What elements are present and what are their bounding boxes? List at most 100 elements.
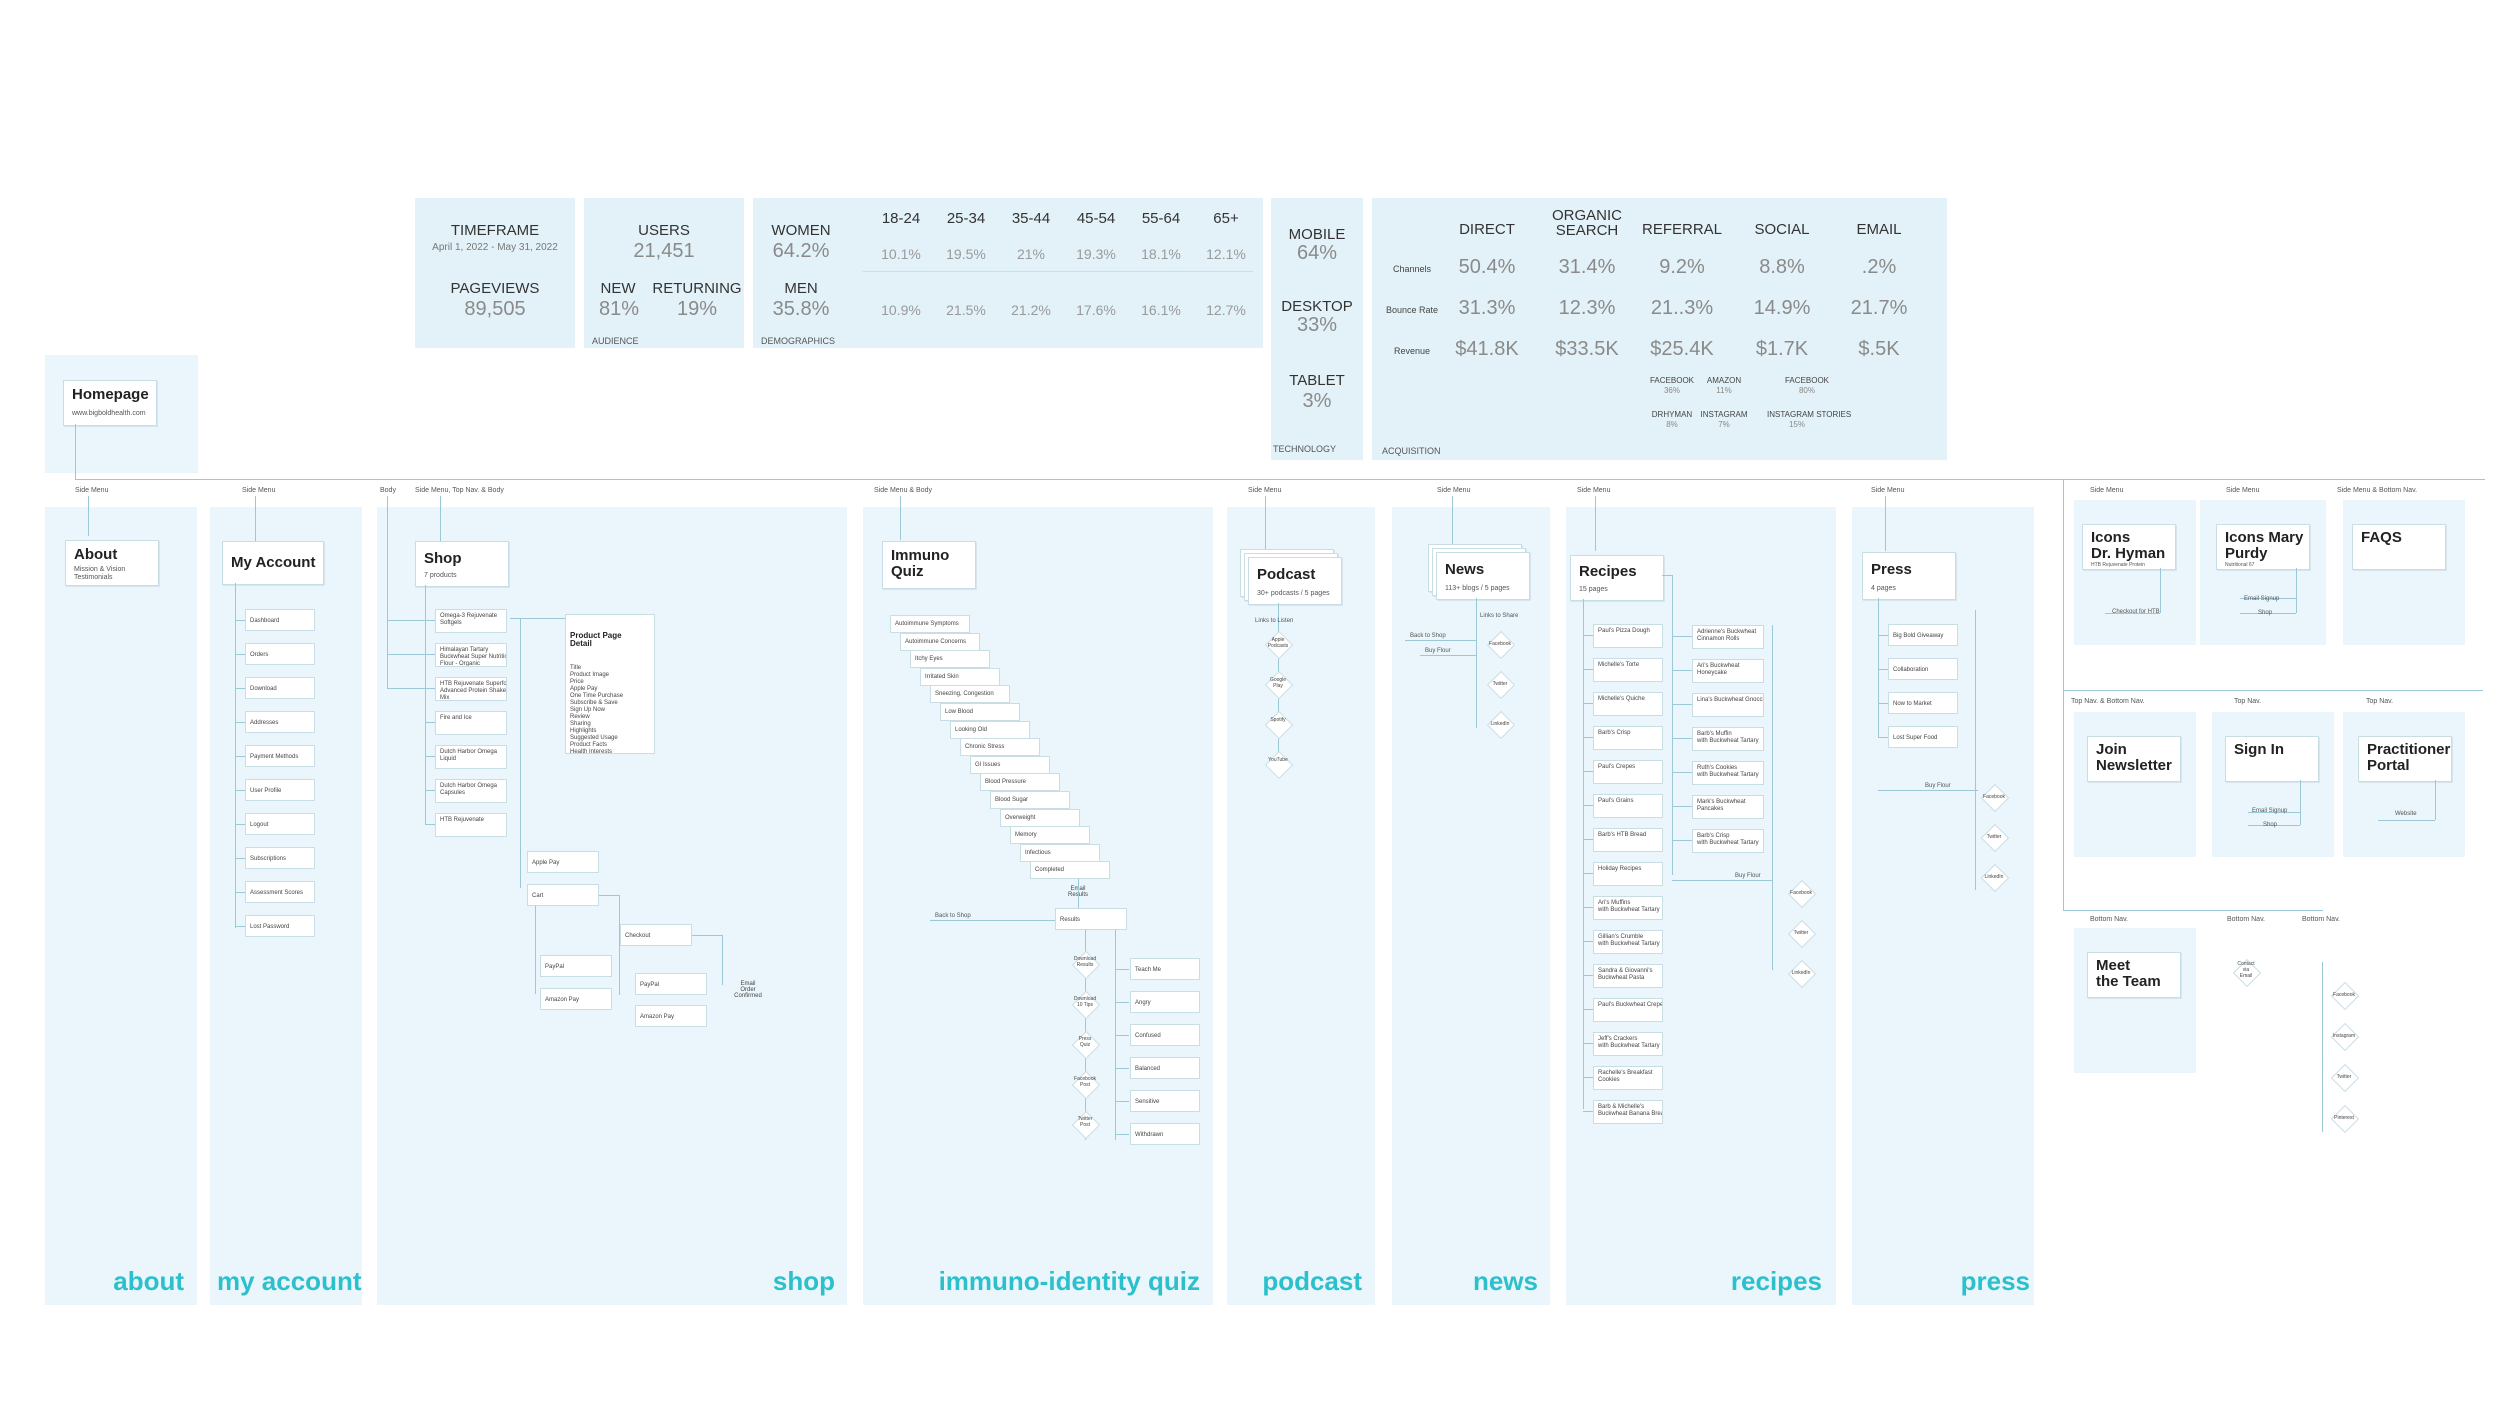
quiz-step[interactable]: Itchy Eyes	[910, 650, 990, 669]
faqs-card[interactable]: FAQS	[2352, 524, 2446, 570]
recipe-item[interactable]: Paul's Grains	[1593, 794, 1663, 818]
paypal-node-2[interactable]: PayPal	[635, 973, 707, 995]
checkout-node[interactable]: Checkout	[620, 924, 692, 946]
quiz-step[interactable]: Memory	[1010, 826, 1090, 845]
team-card[interactable]: Meet the Team	[2087, 952, 2181, 998]
press-item[interactable]: Lost Super Food	[1888, 726, 1958, 748]
account-card[interactable]: My Account	[222, 541, 324, 585]
quiz-step[interactable]: Blood Sugar	[990, 791, 1070, 809]
signin-card[interactable]: Sign In	[2225, 736, 2319, 782]
practitioner-card[interactable]: Practitioner Portal	[2358, 736, 2452, 782]
quiz-card[interactable]: Immuno Quiz	[882, 541, 976, 589]
quiz-step[interactable]: Autoimmune Concerns	[900, 632, 980, 651]
icons-purdy-shop[interactable]: Shop	[2258, 610, 2273, 616]
quiz-mood[interactable]: Withdrawn	[1130, 1123, 1200, 1145]
recipe-item[interactable]: Michelle's Torte	[1593, 658, 1663, 682]
recipe-item[interactable]: Jeff's Crackers with Buckwheat Tartary	[1593, 1032, 1663, 1056]
recipe-item[interactable]: Michelle's Quiche	[1593, 692, 1663, 716]
paypal-node-1[interactable]: PayPal	[540, 955, 612, 977]
shop-product[interactable]: Himalayan Tartary Buckwheat Super Nutrit…	[435, 643, 507, 667]
amazon-node-1[interactable]: Amazon Pay	[540, 988, 612, 1010]
quiz-mood[interactable]: Sensitive	[1130, 1090, 1200, 1112]
account-item[interactable]: Assessment Scores	[245, 881, 315, 903]
order-confirmed-node[interactable]: Email Order Confirmed	[734, 981, 762, 999]
shop-card[interactable]: Shop 7 products	[415, 541, 509, 587]
signin-shop[interactable]: Shop	[2263, 822, 2278, 828]
recipe-item[interactable]: Ari's Muffins with Buckwheat Tartary	[1593, 896, 1663, 920]
icons-hyman-link[interactable]: Checkout for HTB	[2112, 609, 2160, 615]
recipe-item[interactable]: Holiday Recipes	[1593, 862, 1663, 886]
product-detail-card[interactable]: Product Page Detail Title Product Image …	[565, 614, 655, 754]
account-item[interactable]: Dashboard	[245, 609, 315, 631]
recipe-item[interactable]: Adrienne's Buckwheat Cinnamon Rolls	[1692, 625, 1764, 649]
quiz-step[interactable]: Completed	[1030, 861, 1110, 880]
shop-product[interactable]: HTB Rejuvenate Superfood Advanced Protei…	[435, 677, 507, 701]
quiz-step[interactable]: Autoimmune Symptoms	[890, 615, 970, 633]
quiz-mood[interactable]: Angry	[1130, 991, 1200, 1013]
news-card[interactable]: News 113+ blogs / 5 pages	[1436, 552, 1530, 600]
recipe-item[interactable]: Rachelle's Breakfast Cookies	[1593, 1066, 1663, 1090]
account-item[interactable]: Logout	[245, 813, 315, 835]
recipes-card[interactable]: Recipes 15 pages	[1570, 555, 1664, 601]
quiz-step[interactable]: Overweight	[1000, 808, 1080, 827]
account-item[interactable]: User Profile	[245, 779, 315, 801]
news-buy-label[interactable]: Buy Flour	[1425, 648, 1451, 654]
press-buy-label[interactable]: Buy Flour	[1925, 783, 1951, 789]
quiz-step[interactable]: Irritated Skin	[920, 667, 1000, 686]
recipe-item[interactable]: Paul's Crepes	[1593, 760, 1663, 784]
quiz-step[interactable]: Low Blood	[940, 703, 1020, 721]
recipe-item[interactable]: Barb's Crisp	[1593, 726, 1663, 750]
account-item[interactable]: Lost Password	[245, 915, 315, 937]
quiz-email-node[interactable]: Email Results	[1058, 886, 1098, 898]
press-card[interactable]: Press 4 pages	[1862, 552, 1956, 600]
recipes-buy-label[interactable]: Buy Flour	[1735, 873, 1761, 879]
icons-purdy-signup[interactable]: Email Signup	[2244, 596, 2280, 602]
newsletter-card[interactable]: Join Newsletter	[2087, 736, 2181, 782]
quiz-results-node[interactable]: Results	[1055, 908, 1127, 930]
shop-product[interactable]: Omega-3 Rejuvenate Softgels	[435, 609, 507, 633]
recipe-item[interactable]: Mark's Buckwheat Pancakes	[1692, 795, 1764, 819]
quiz-step[interactable]: Blood Pressure	[980, 773, 1060, 792]
quiz-step[interactable]: Sneezing, Congestion	[930, 685, 1010, 704]
shop-product[interactable]: Dutch Harbor Omega Liquid	[435, 745, 507, 769]
about-card[interactable]: About Mission & Vision Testimonials	[65, 540, 159, 586]
recipe-item[interactable]: Lina's Buckwheat Gnocchi	[1692, 693, 1764, 717]
recipe-item[interactable]: Sandra & Giovanni's Buckwheat Pasta	[1593, 964, 1663, 988]
recipe-item[interactable]: Paul's Buckwheat Crepes	[1593, 998, 1663, 1022]
icons-purdy-card[interactable]: Icons Mary Purdy Nutritional 67	[2216, 524, 2310, 570]
recipe-item[interactable]: Ruth's Cookies with Buckwheat Tartary	[1692, 761, 1764, 785]
apple-pay-node[interactable]: Apple Pay	[527, 851, 599, 873]
podcast-card[interactable]: Podcast 30+ podcasts / 5 pages	[1248, 557, 1342, 605]
amazon-node-2[interactable]: Amazon Pay	[635, 1005, 707, 1027]
quiz-step[interactable]: Looking Old	[950, 720, 1030, 739]
quiz-step[interactable]: Infectious	[1020, 843, 1100, 862]
recipe-item[interactable]: Barb & Michelle's Buckwheat Banana Bread	[1593, 1100, 1663, 1124]
news-back-label[interactable]: Back to Shop	[1410, 633, 1446, 639]
practitioner-link[interactable]: Website	[2395, 811, 2417, 817]
quiz-back-label[interactable]: Back to Shop	[935, 913, 971, 919]
shop-product[interactable]: HTB Rejuvenate	[435, 813, 507, 837]
signin-signup[interactable]: Email Signup	[2252, 808, 2288, 814]
shop-product[interactable]: Dutch Harbor Omega Capsules	[435, 779, 507, 803]
press-item[interactable]: Big Bold Giveaway	[1888, 624, 1958, 646]
quiz-mood[interactable]: Confused	[1130, 1024, 1200, 1046]
quiz-mood[interactable]: Teach Me	[1130, 958, 1200, 980]
account-item[interactable]: Subscriptions	[245, 847, 315, 869]
recipe-item[interactable]: Barb's Muffin with Buckwheat Tartary	[1692, 727, 1764, 751]
quiz-step[interactable]: GI Issues	[970, 755, 1050, 774]
shop-product[interactable]: Fire and Ice	[435, 711, 507, 735]
recipe-item[interactable]: Barb's HTB Bread	[1593, 828, 1663, 852]
cart-node[interactable]: Cart	[527, 884, 599, 906]
account-item[interactable]: Addresses	[245, 711, 315, 733]
quiz-step[interactable]: Chronic Stress	[960, 738, 1040, 757]
account-item[interactable]: Download	[245, 677, 315, 699]
press-item[interactable]: Collaboration	[1888, 658, 1958, 680]
recipe-item[interactable]: Paul's Pizza Dough	[1593, 624, 1663, 648]
recipe-item[interactable]: Gillian's Crumble with Buckwheat Tartary	[1593, 930, 1663, 954]
quiz-mood[interactable]: Balanced	[1130, 1057, 1200, 1079]
homepage-card[interactable]: Homepage www.bigboldhealth.com	[63, 380, 157, 426]
recipe-item[interactable]: Ari's Buckwheat Honeycake	[1692, 659, 1764, 683]
press-item[interactable]: Now to Market	[1888, 692, 1958, 714]
icons-hyman-card[interactable]: Icons Dr. Hyman HTB Rejuvenate Protein	[2082, 524, 2176, 570]
account-item[interactable]: Orders	[245, 643, 315, 665]
